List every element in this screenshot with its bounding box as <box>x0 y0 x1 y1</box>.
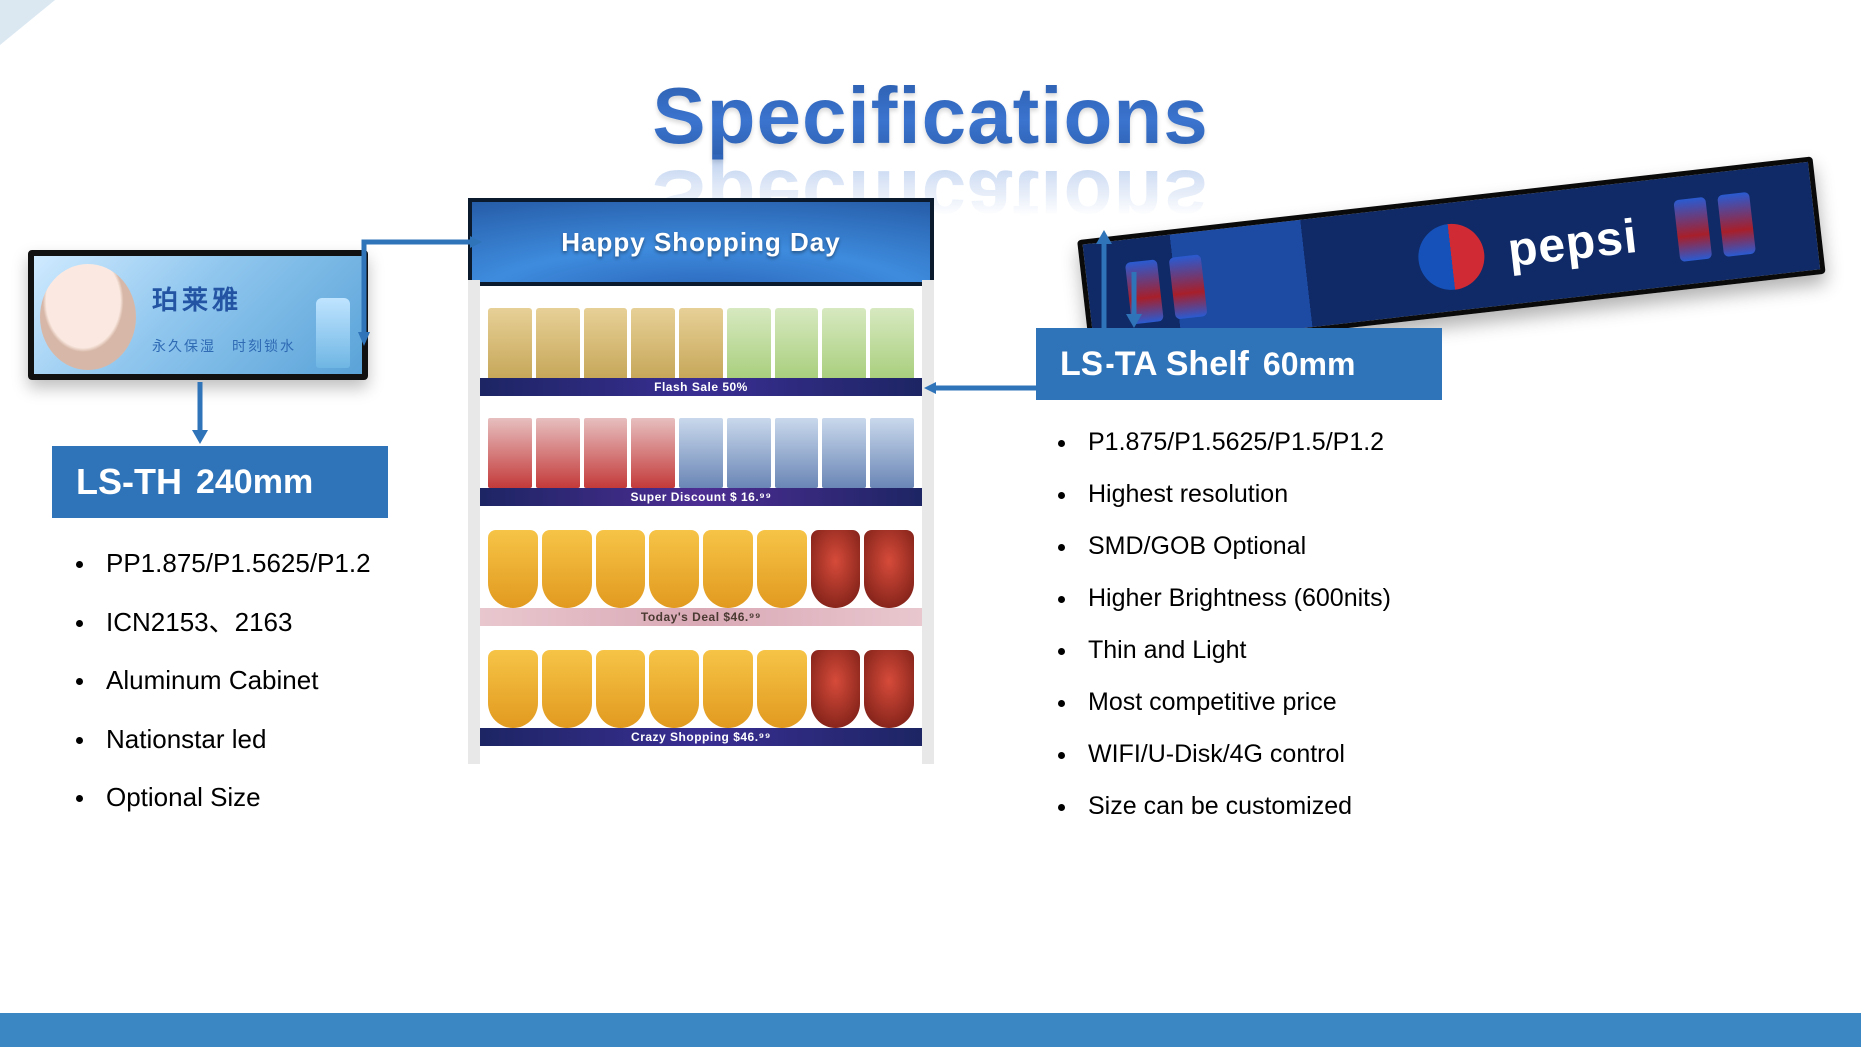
can-icon <box>1674 197 1713 262</box>
footer-bar <box>0 1013 1861 1047</box>
list-item: P1.875/P1.5625/P1.5/P1.2 <box>1050 416 1470 468</box>
shelf-banner: Happy Shopping Day <box>468 198 934 286</box>
arrow-strip-to-right <box>936 232 1136 392</box>
list-item: WIFI/U-Disk/4G control <box>1050 728 1470 780</box>
list-item: Optional Size <box>68 768 428 827</box>
list-item: SMD/GOB Optional <box>1050 520 1470 572</box>
left-model-header: LS-TH 240mm <box>52 446 388 518</box>
shelf-strip: Flash Sale 50% <box>480 378 922 396</box>
shelf-strip: Super Discount $ 16.⁹⁹ <box>480 488 922 506</box>
shelf-goods <box>480 536 922 608</box>
arrow-left-down <box>192 382 252 446</box>
list-item: Higher Brightness (600nits) <box>1050 572 1470 624</box>
list-item: Nationstar led <box>68 710 428 769</box>
list-item: Size can be customized <box>1050 780 1470 832</box>
shelf-row: Crazy Shopping $46.⁹⁹ <box>480 626 922 746</box>
slogan-cn: 永久保湿 时刻锁水 <box>152 336 296 356</box>
right-spec-list: P1.875/P1.5625/P1.5/P1.2 Highest resolut… <box>1050 416 1470 832</box>
list-item: Highest resolution <box>1050 468 1470 520</box>
pepsi-brand: pepsi <box>1505 208 1641 277</box>
face-illustration <box>40 264 136 370</box>
shelf-strip: Today's Deal $46.⁹⁹ <box>480 608 922 626</box>
list-item: PP1.875/P1.5625/P1.2 <box>68 534 428 593</box>
can-icon <box>1169 254 1208 319</box>
right-model-size: 60mm <box>1263 346 1356 383</box>
can-icon <box>1717 192 1756 257</box>
list-item: ICN2153、2163 <box>68 593 428 652</box>
bottle-illustration <box>316 298 350 368</box>
shelf-row: Flash Sale 50% <box>480 286 922 396</box>
shelf-goods <box>480 306 922 378</box>
shelf-row: Super Discount $ 16.⁹⁹ <box>480 396 922 506</box>
left-model-name: LS-TH <box>76 461 182 503</box>
pepsi-logo-icon <box>1415 220 1488 293</box>
list-item: Thin and Light <box>1050 624 1470 676</box>
list-item: Aluminum Cabinet <box>68 651 428 710</box>
shelf-strip: Crazy Shopping $46.⁹⁹ <box>480 728 922 746</box>
left-product-photo: 珀莱雅 永久保湿 时刻锁水 <box>28 250 368 380</box>
corner-accent <box>0 0 55 45</box>
list-item: Most competitive price <box>1050 676 1470 728</box>
shelf-goods <box>480 416 922 488</box>
brand-cn: 珀莱雅 <box>152 280 242 317</box>
shelf-row: Today's Deal $46.⁹⁹ <box>480 506 922 626</box>
arrow-banner-to-left <box>360 236 480 356</box>
page-title: Specifications <box>0 70 1861 162</box>
arrow-right-down <box>1122 272 1162 330</box>
shelf-frame <box>922 280 934 764</box>
left-spec-list: PP1.875/P1.5625/P1.2 ICN2153、2163 Alumin… <box>68 534 428 827</box>
shelf-goods <box>480 656 922 728</box>
shelf-illustration: Happy Shopping Day Flash Sale 50% Super … <box>468 198 934 764</box>
left-model-size: 240mm <box>196 463 313 502</box>
